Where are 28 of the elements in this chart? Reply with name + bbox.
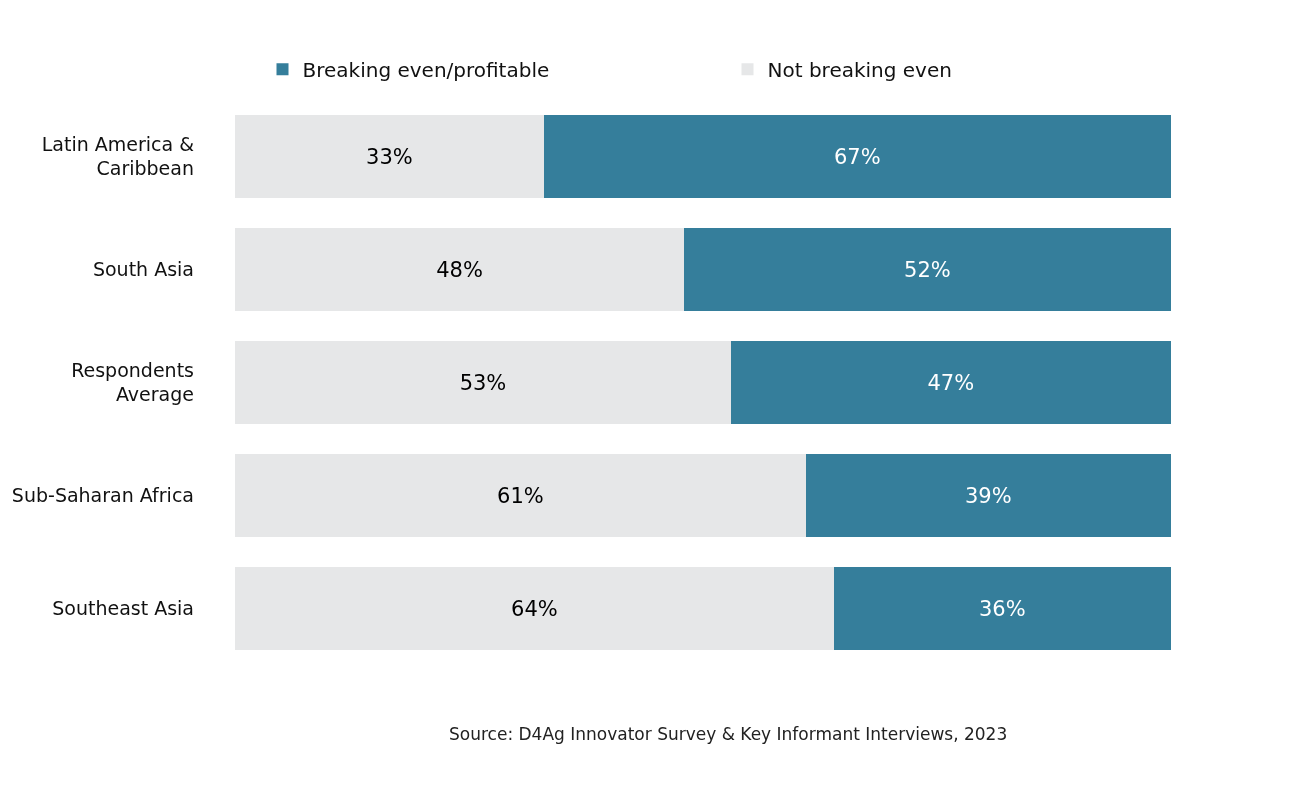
bar bbox=[543, 114, 1171, 199]
y-tick-label: Southeast Asia bbox=[52, 597, 194, 620]
bar bbox=[833, 566, 1171, 651]
y-tick-label: Latin America & Caribbean bbox=[41, 132, 195, 180]
bar bbox=[235, 453, 806, 538]
data-label: 39% bbox=[964, 483, 1012, 508]
data-label: 33% bbox=[366, 144, 413, 169]
bar bbox=[805, 453, 1171, 538]
bar bbox=[235, 340, 731, 425]
data-label: 47% bbox=[927, 370, 975, 395]
legend-label: Not breaking even bbox=[767, 58, 952, 82]
legend-label: Breaking even/profitable bbox=[302, 58, 550, 82]
bar bbox=[235, 227, 685, 312]
y-tick-label: Sub-Saharan Africa bbox=[11, 484, 194, 507]
bar bbox=[235, 114, 544, 199]
source-note: Source: D4Ag Innovator Survey & Key Informant Interviews, 2023 bbox=[449, 724, 1008, 744]
bar bbox=[235, 566, 834, 651]
data-label: 36% bbox=[978, 596, 1026, 621]
y-tick-label: South Asia bbox=[92, 258, 194, 281]
bar bbox=[730, 340, 1171, 425]
y-tick-label: Respondents Average bbox=[71, 358, 194, 406]
data-label: 61% bbox=[497, 483, 544, 508]
data-label: 48% bbox=[436, 257, 483, 282]
data-label: 64% bbox=[511, 596, 558, 621]
bar bbox=[684, 227, 1171, 312]
data-label: 67% bbox=[833, 144, 881, 169]
data-label: 52% bbox=[904, 257, 951, 282]
data-label: 53% bbox=[459, 370, 507, 395]
